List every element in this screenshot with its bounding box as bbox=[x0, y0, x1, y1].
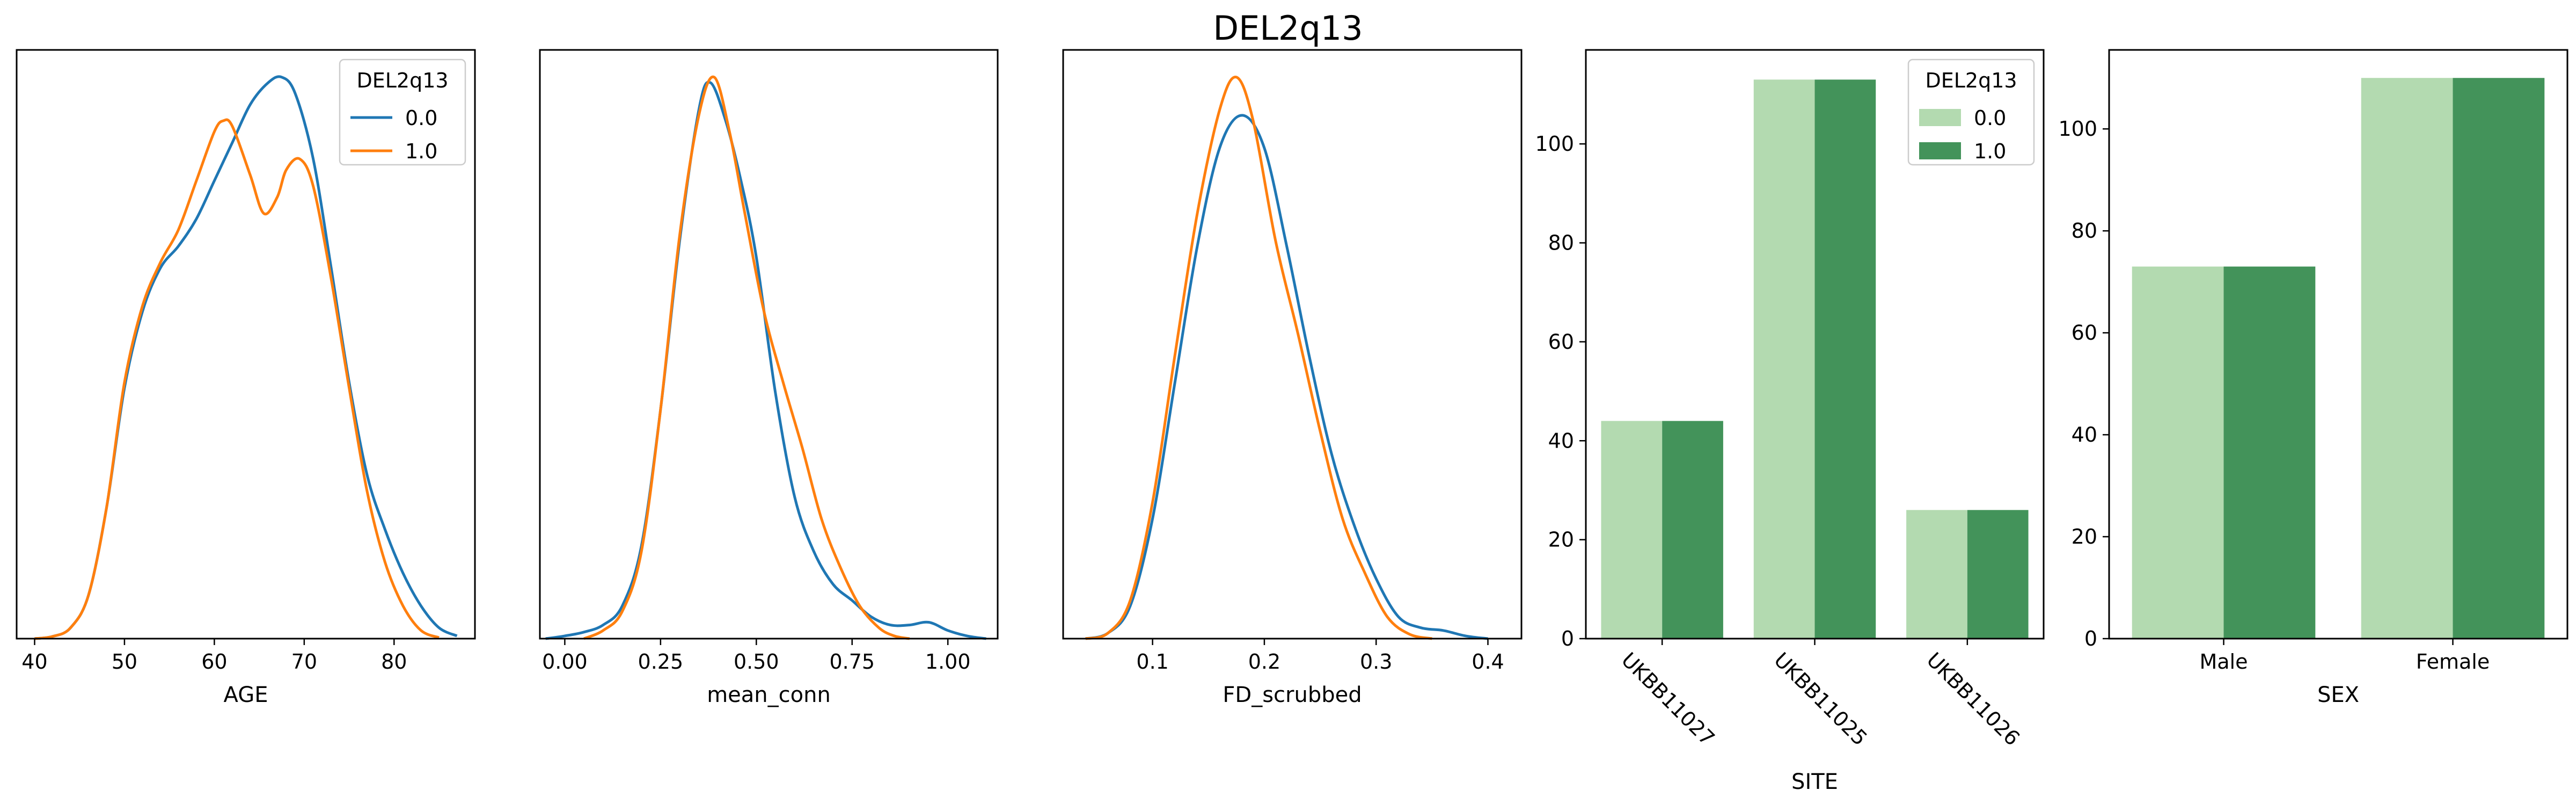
y-tick-label: 20 bbox=[2072, 525, 2097, 548]
x-tick-label: 0.00 bbox=[542, 650, 588, 674]
legend-entry-0.0: 0.0 bbox=[1974, 106, 2006, 130]
bar-UKBB11025-1.0 bbox=[1814, 79, 1876, 639]
legend-frame bbox=[339, 58, 466, 166]
plot-frame bbox=[539, 49, 999, 640]
legend-title: DEL2q13 bbox=[356, 69, 448, 92]
y-tick-label: 100 bbox=[1535, 132, 1574, 156]
x-axis-label: SEX bbox=[2317, 683, 2359, 707]
x-tick-label: 80 bbox=[381, 650, 407, 674]
x-axis-label: SITE bbox=[1791, 770, 1838, 794]
legend-entry-1.0: 1.0 bbox=[1974, 140, 2006, 163]
x-tick-label: 50 bbox=[112, 650, 137, 674]
y-tick-label: 60 bbox=[1548, 330, 1574, 354]
y-tick-label: 40 bbox=[2072, 423, 2097, 447]
legend-entry-0.0: 0.0 bbox=[405, 106, 437, 130]
legend-title: DEL2q13 bbox=[1925, 69, 2017, 92]
y-tick-label: 20 bbox=[1548, 528, 1574, 552]
x-tick-label: Female bbox=[2416, 650, 2490, 674]
y-tick-label: 100 bbox=[2058, 117, 2097, 141]
plot-frame bbox=[2108, 49, 2568, 640]
legend: DEL2q13 0.0 1.0 bbox=[339, 58, 466, 166]
bar-Male-0.0 bbox=[2132, 266, 2224, 639]
chart-panel-4: 0 20 40 60 80 100 UKBB11027 UKBB11025 UKBB11026 S… bbox=[1535, 49, 2045, 794]
figure-title: DEL2q13 bbox=[1213, 9, 1363, 48]
x-tick-label: 1.00 bbox=[925, 650, 971, 674]
bar-UKBB11027-0.0 bbox=[1601, 421, 1663, 639]
x-axis-label: AGE bbox=[224, 683, 268, 707]
y-tick-label: 80 bbox=[2072, 219, 2097, 243]
chart-panel-1: 40 50 60 70 80 AGE DEL2q13 0.0 1.0 bbox=[16, 49, 476, 707]
plot-frame bbox=[16, 49, 476, 640]
x-tick-label: 70 bbox=[291, 650, 317, 674]
x-tick-label: 40 bbox=[21, 650, 47, 674]
x-axis-label: FD_scrubbed bbox=[1223, 683, 1362, 707]
x-tick-label: 0.50 bbox=[734, 650, 779, 674]
legend: DEL2q13 0.0 1.0 bbox=[1907, 58, 2035, 166]
plot-frame bbox=[1585, 49, 2045, 640]
legend-swatch-1.0 bbox=[1919, 142, 1961, 159]
kde-line-1.0 bbox=[34, 118, 440, 640]
x-tick-label: Male bbox=[2199, 650, 2248, 674]
bar-Female-1.0 bbox=[2453, 78, 2545, 639]
y-tick-label: 0 bbox=[1561, 627, 1574, 650]
kde-line-1.0 bbox=[1085, 76, 1432, 640]
chart-panel-3: 0.1 0.2 0.3 0.4 FD_scrubbed bbox=[1062, 49, 1523, 707]
bar-Male-1.0 bbox=[2223, 266, 2316, 639]
bar-UKBB11026-0.0 bbox=[1906, 510, 1967, 639]
x-axis-label: mean_conn bbox=[707, 683, 831, 707]
x-tick-label: 60 bbox=[201, 650, 227, 674]
x-tick-label: UKBB11025 bbox=[1769, 648, 1872, 750]
bar-UKBB11027-1.0 bbox=[1662, 421, 1723, 639]
kde-line-0.0 bbox=[1085, 114, 1488, 640]
bar-UKBB11025-0.0 bbox=[1753, 79, 1815, 639]
x-tick-label: 0.3 bbox=[1360, 650, 1392, 674]
kde-line-1.0 bbox=[583, 75, 910, 640]
chart-panel-2: 0.00 0.25 0.50 0.75 1.00 mean_conn bbox=[539, 49, 999, 707]
y-tick-label: 40 bbox=[1548, 429, 1574, 452]
x-tick-label: 0.1 bbox=[1136, 650, 1168, 674]
y-tick-label: 80 bbox=[1548, 231, 1574, 255]
chart-panel-5: 0 20 40 60 80 100 Male Female SEX bbox=[2058, 49, 2568, 707]
y-tick-label: 60 bbox=[2072, 321, 2097, 345]
plot-frame bbox=[1062, 49, 1523, 640]
bar-Female-0.0 bbox=[2361, 78, 2453, 639]
x-tick-label: 0.25 bbox=[638, 650, 684, 674]
x-tick-label: UKBB11026 bbox=[1922, 648, 2024, 750]
kde-line-0.0 bbox=[545, 80, 986, 640]
legend-entry-1.0: 1.0 bbox=[405, 140, 437, 163]
x-tick-label: 0.75 bbox=[829, 650, 875, 674]
y-tick-label: 0 bbox=[2084, 627, 2097, 650]
legend-swatch-0.0 bbox=[1919, 109, 1961, 126]
x-tick-label: 0.2 bbox=[1248, 650, 1280, 674]
x-tick-label: 0.4 bbox=[1472, 650, 1504, 674]
legend-frame bbox=[1907, 58, 2035, 166]
x-tick-label: UKBB11027 bbox=[1617, 648, 1719, 750]
bar-UKBB11026-1.0 bbox=[1967, 510, 2029, 639]
